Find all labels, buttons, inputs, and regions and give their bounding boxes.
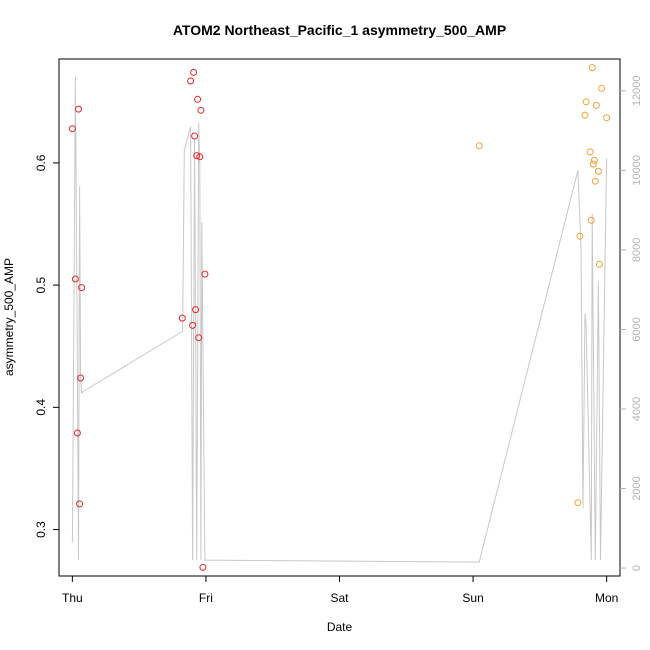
data-point-orange-1 (574, 499, 582, 507)
data-point-red-13 (193, 152, 201, 160)
data-point-orange-14 (598, 84, 606, 92)
data-point-red-9 (189, 321, 197, 329)
data-point-red-15 (195, 334, 203, 342)
data-point-orange-15 (603, 114, 611, 122)
data-point-orange-12 (594, 167, 602, 175)
data-point-orange-10 (591, 177, 599, 185)
plot-area: Thu Fri Sat Sun Mon 0.3 0.4 0.5 0.6 0 2000 4000 6000… (34, 58, 643, 605)
data-point-orange-4 (582, 98, 590, 106)
y2-tick-label-4: 8000 (631, 238, 643, 262)
data-point-orange-6 (587, 216, 595, 224)
data-point-orange-8 (589, 160, 597, 168)
data-point-red-12 (192, 306, 200, 314)
data-point-orange-13 (595, 260, 603, 268)
x-axis-label: Date (327, 620, 353, 634)
data-point-red-6 (78, 284, 86, 292)
data-point-red-1 (71, 275, 79, 283)
y-tick-label-1: 0.4 (34, 399, 48, 416)
data-point-red-10 (190, 68, 198, 76)
data-point-orange-9 (590, 156, 598, 164)
y-tick-label-3: 0.6 (34, 154, 48, 171)
data-point-orange-11 (592, 101, 600, 109)
data-point-orange-0 (475, 142, 483, 150)
plot-frame (58, 58, 621, 577)
y2-tick-label-1: 2000 (631, 476, 643, 500)
y2-tick-label-3: 6000 (631, 317, 643, 341)
data-point-red-7 (178, 314, 186, 322)
data-point-red-14 (194, 95, 202, 103)
data-point-red-18 (199, 563, 207, 571)
x-tick-label-0: Thu (62, 591, 83, 605)
y2-tick-label-0: 0 (631, 565, 643, 571)
data-point-red-19 (201, 270, 209, 278)
x-tick-label-1: Fri (199, 591, 213, 605)
data-point-red-0 (68, 125, 76, 133)
data-point-orange-2 (576, 232, 584, 240)
data-point-red-2 (73, 429, 81, 437)
data-point-orange-7 (588, 64, 596, 72)
data-point-red-17 (197, 106, 205, 114)
data-point-orange-3 (581, 111, 589, 119)
data-point-red-8 (187, 77, 195, 85)
data-point-red-11 (191, 132, 199, 140)
x-tick-label-3: Sun (462, 591, 483, 605)
y2-tick-label-2: 4000 (631, 397, 643, 421)
x-tick-label-4: Mon (595, 591, 618, 605)
y2-tick-label-6: 12000 (631, 76, 643, 107)
data-point-red-4 (76, 500, 84, 508)
chart-title: ATOM2 Northeast_Pacific_1 asymmetry_500_… (173, 22, 506, 38)
y-axis-label: asymmetry_500_AMP (2, 258, 16, 376)
data-point-red-16 (196, 153, 204, 161)
data-point-orange-5 (586, 148, 594, 156)
y-tick-label-2: 0.5 (34, 276, 48, 293)
line-series (71, 76, 608, 563)
x-tick-label-2: Sat (330, 591, 349, 605)
y-tick-label-0: 0.3 (34, 521, 48, 538)
y2-tick-label-5: 10000 (631, 155, 643, 186)
data-point-red-5 (77, 374, 85, 382)
data-point-red-3 (75, 105, 82, 113)
